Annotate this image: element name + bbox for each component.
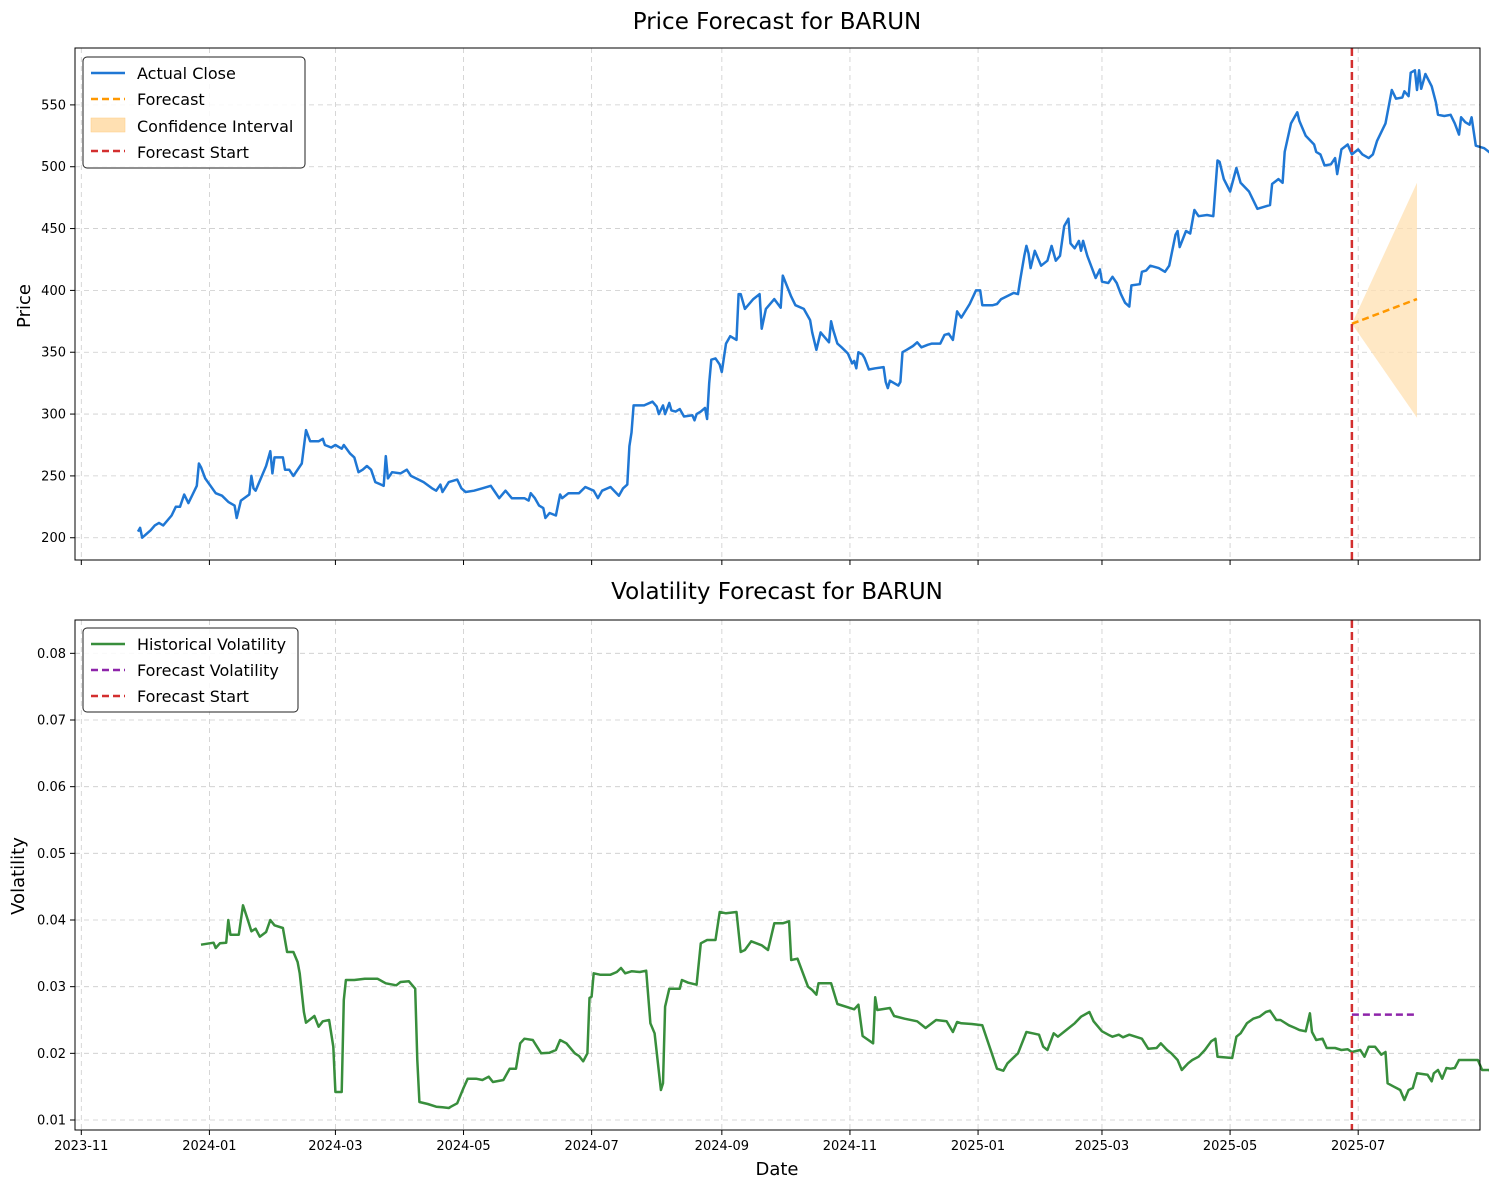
actual-close-line bbox=[136, 69, 1489, 539]
volatility-xlabel: Date bbox=[755, 1159, 798, 1180]
x-tick-label: 2024-03 bbox=[308, 1139, 362, 1154]
x-tick-label: 2023-11 bbox=[54, 1139, 108, 1154]
y-tick-label: 350 bbox=[41, 346, 66, 361]
x-tick-label: 2024-09 bbox=[695, 1139, 749, 1154]
y-tick-label: 0.08 bbox=[37, 647, 66, 662]
legend-label-forecast-volatility: Forecast Volatility bbox=[137, 661, 279, 680]
price-confidence-band bbox=[1351, 182, 1417, 418]
x-tick-label: 2024-07 bbox=[564, 1139, 618, 1154]
y-tick-label: 0.05 bbox=[37, 847, 66, 862]
x-tick-label: 2025-07 bbox=[1331, 1139, 1385, 1154]
y-tick-label: 200 bbox=[41, 531, 66, 546]
volatility-grid bbox=[75, 620, 1480, 1130]
legend-label-historical: Historical Volatility bbox=[137, 635, 286, 654]
legend-label-forecast: Forecast bbox=[137, 90, 205, 109]
price-ticks: 200 250 300 350 400 450 500 550 bbox=[41, 98, 1359, 565]
x-tick-label: 2024-01 bbox=[182, 1139, 236, 1154]
volatility-legend-box bbox=[82, 627, 299, 713]
price-ylabel: Price bbox=[14, 284, 35, 328]
y-tick-label: 450 bbox=[41, 222, 66, 237]
legend-label-confidence: Confidence Interval bbox=[137, 117, 293, 136]
y-tick-label: 0.03 bbox=[37, 980, 66, 995]
price-axes-frame bbox=[74, 47, 1481, 561]
volatility-ticks: 2023-11 2024-01 2024-03 2024-05 2024-07 2024-… bbox=[37, 647, 1385, 1154]
y-tick-label: 300 bbox=[41, 408, 66, 423]
legend-label-forecast-start-2: Forecast Start bbox=[137, 687, 249, 706]
historical-volatility-line bbox=[200, 904, 1489, 1110]
x-tick-label: 2024-05 bbox=[436, 1139, 490, 1154]
y-tick-label: 550 bbox=[41, 98, 66, 113]
volatility-title: Volatility Forecast for BARUN bbox=[611, 579, 943, 605]
price-title: Price Forecast for BARUN bbox=[633, 9, 922, 35]
legend-label-forecast-start: Forecast Start bbox=[137, 143, 249, 162]
price-legend: Actual Close Forecast Confidence Interva… bbox=[82, 56, 306, 169]
volatility-legend: Historical Volatility Forecast Volatilit… bbox=[82, 627, 299, 713]
volatility-axes-frame bbox=[74, 619, 1481, 1131]
volatility-ylabel: Volatility bbox=[8, 837, 29, 915]
volatility-lines bbox=[200, 620, 1489, 1130]
y-tick-label: 0.01 bbox=[37, 1114, 66, 1129]
y-tick-label: 400 bbox=[41, 284, 66, 299]
x-tick-label: 2025-05 bbox=[1203, 1139, 1257, 1154]
price-grid bbox=[75, 48, 1480, 560]
y-tick-label: 0.02 bbox=[37, 1047, 66, 1062]
y-tick-label: 500 bbox=[41, 160, 66, 175]
y-tick-label: 0.06 bbox=[37, 780, 66, 795]
volatility-panel: Volatility Forecast for BARUN 2023-11 202… bbox=[8, 579, 1489, 1180]
price-panel: Price Forecast for BARUN 200 250 300 350 400… bbox=[14, 9, 1489, 565]
x-tick-label: 2024-11 bbox=[823, 1139, 877, 1154]
legend-label-actual: Actual Close bbox=[137, 64, 236, 83]
forecast-line bbox=[1351, 297, 1418, 325]
x-tick-label: 2025-03 bbox=[1075, 1139, 1129, 1154]
y-tick-label: 0.07 bbox=[37, 714, 66, 729]
y-tick-label: 0.04 bbox=[37, 914, 66, 929]
price-legend-box bbox=[82, 56, 306, 169]
legend-swatch-confidence bbox=[90, 117, 126, 133]
y-tick-label: 250 bbox=[41, 469, 66, 484]
x-tick-label: 2025-01 bbox=[951, 1139, 1005, 1154]
price-lines bbox=[136, 48, 1489, 560]
confidence-band bbox=[1351, 182, 1417, 418]
